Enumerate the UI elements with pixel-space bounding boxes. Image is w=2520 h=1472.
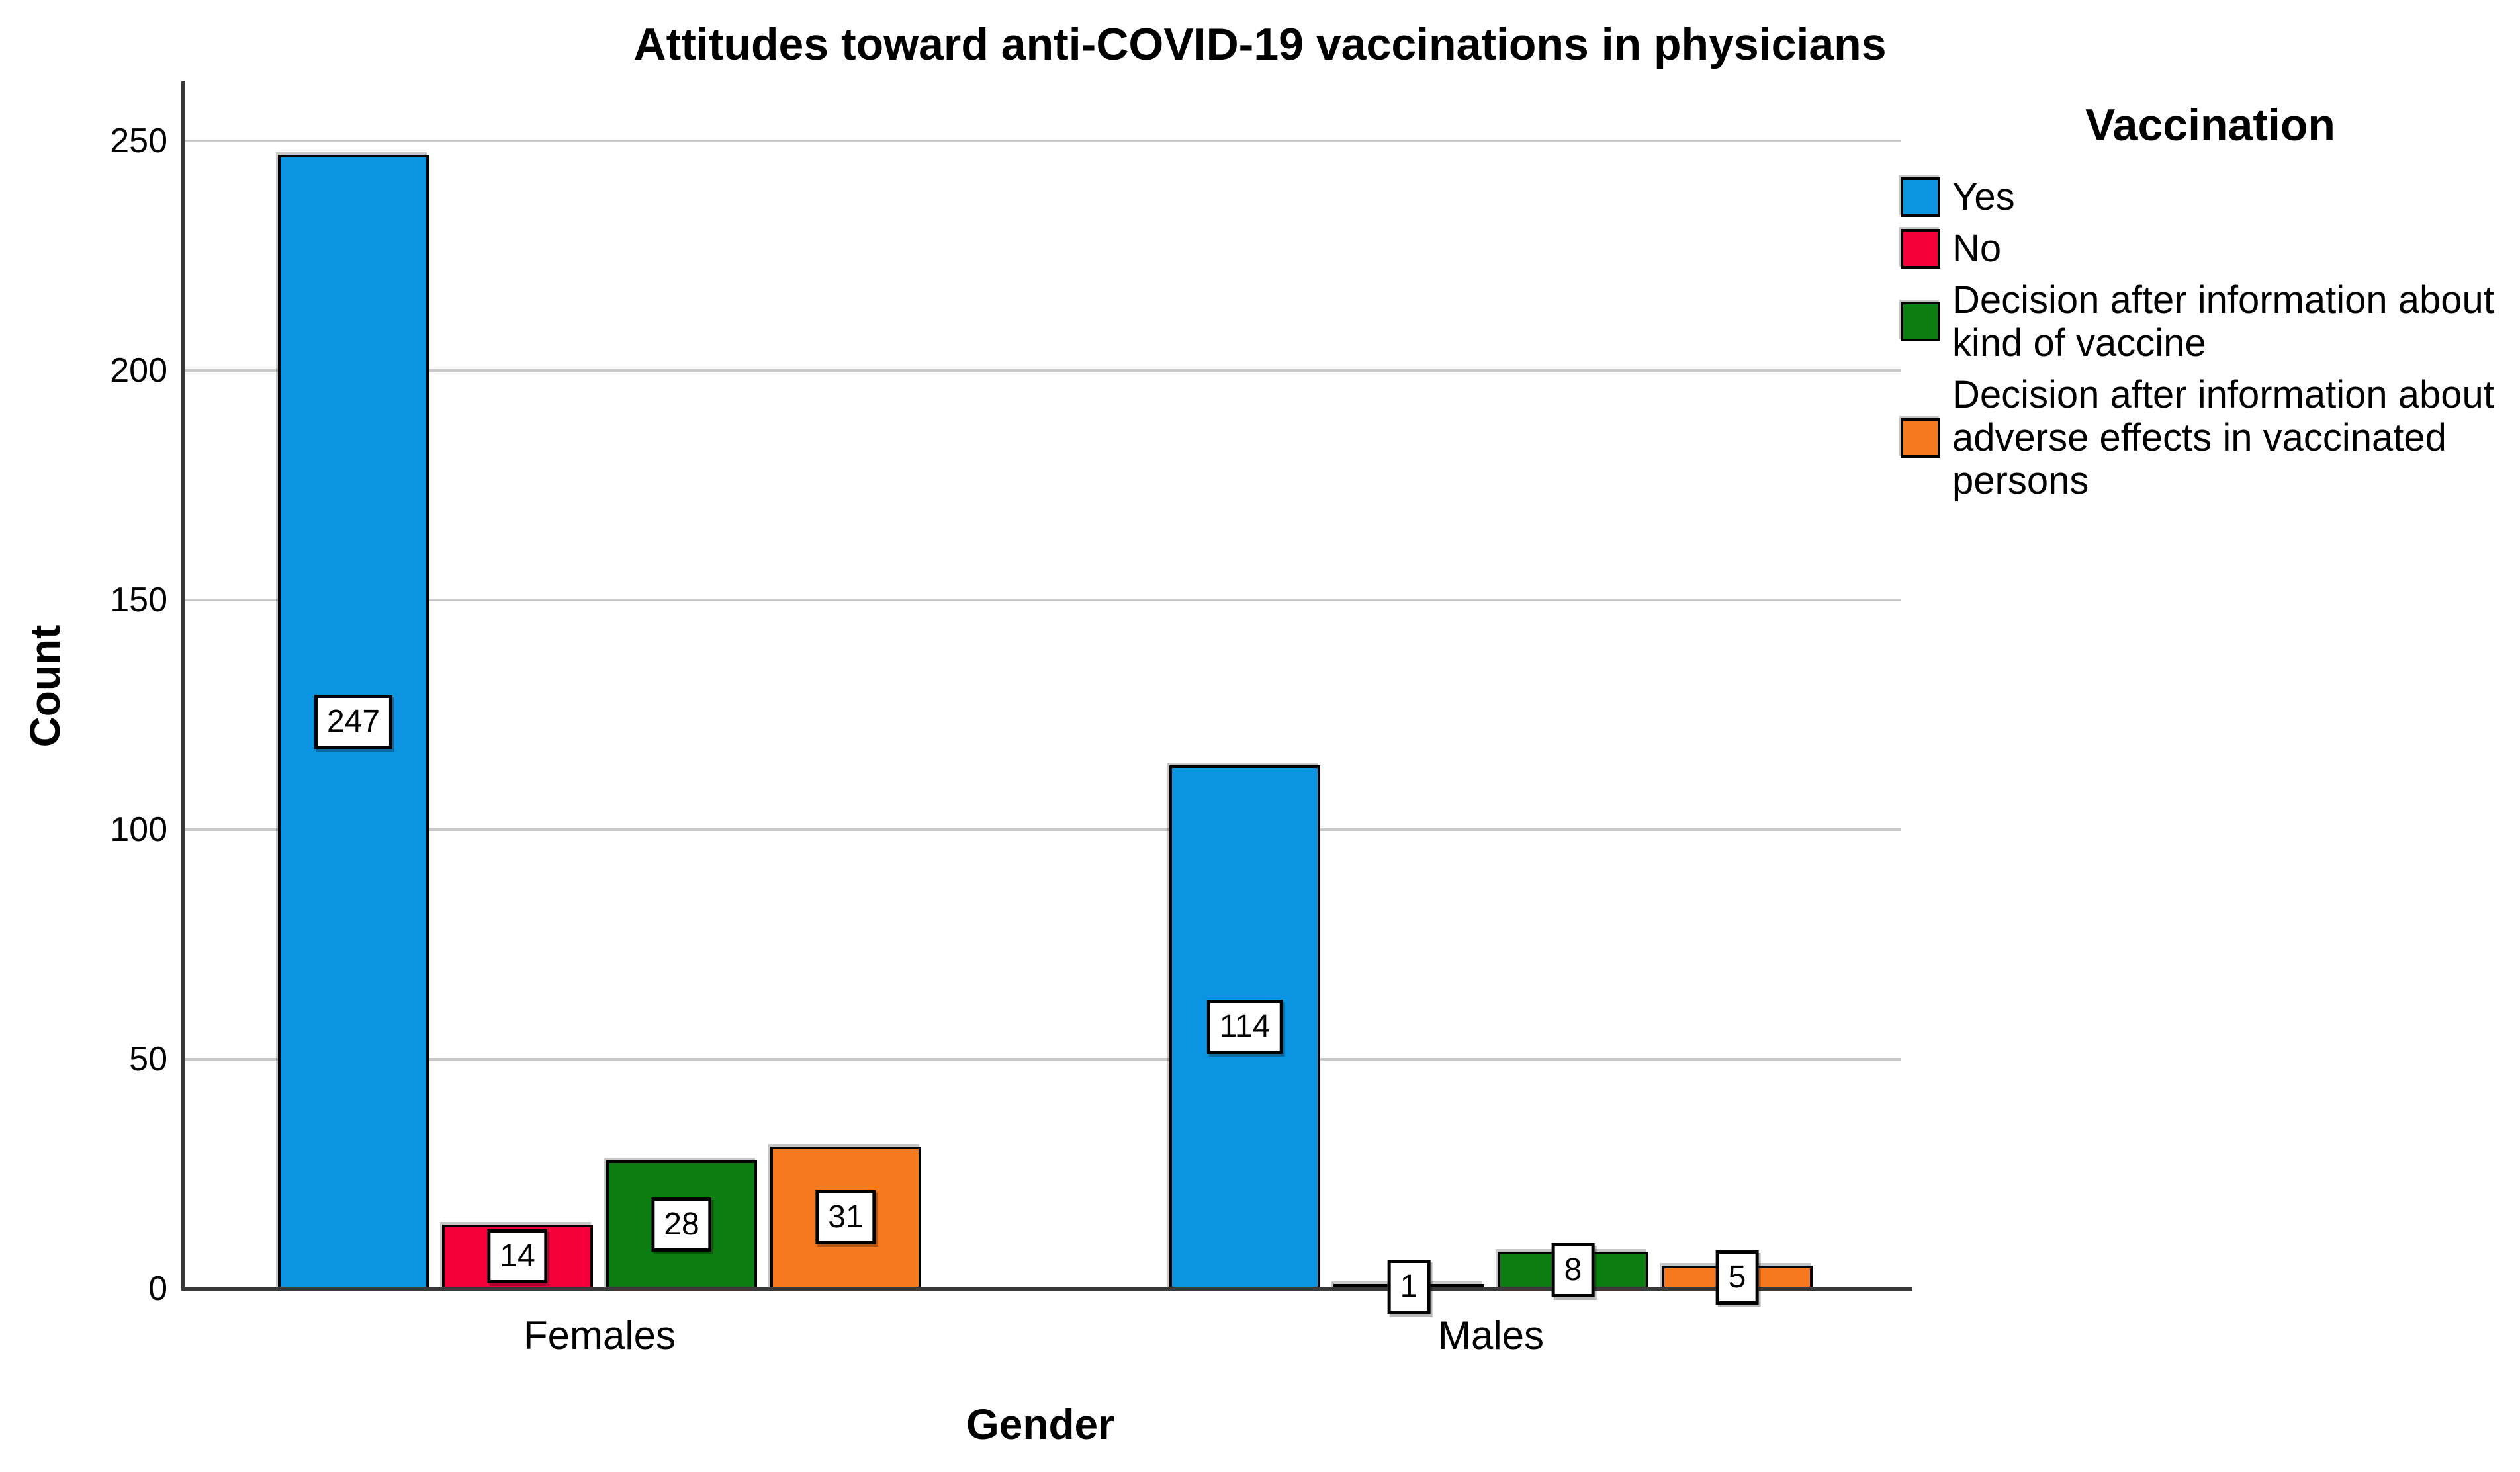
- legend-swatch-icon: [1901, 177, 1940, 217]
- legend-swatch-icon: [1901, 228, 1940, 269]
- legend-item: No: [1901, 227, 2520, 270]
- legend-item: Decision after information about kind of…: [1901, 279, 2520, 365]
- x-axis-line: [181, 1287, 1912, 1291]
- chart-title: Attitudes toward anti-COVID-19 vaccinati…: [633, 19, 1887, 69]
- bar-value-label: 247: [314, 695, 393, 749]
- legend-swatch-icon: [1901, 417, 1940, 458]
- x-category-label-males: Males: [1437, 1313, 1545, 1358]
- bar-value-label: 8: [1551, 1243, 1595, 1297]
- y-axis-line: [181, 81, 185, 1291]
- gridline: [185, 369, 1901, 372]
- y-axis-title: Count: [21, 625, 69, 748]
- x-category-label-females: Females: [523, 1313, 676, 1358]
- y-tick-label: 50: [129, 1040, 167, 1078]
- legend-item-label: Decision after information about adverse…: [1952, 373, 2494, 502]
- y-tick-label: 150: [110, 581, 167, 619]
- gridline: [185, 599, 1901, 601]
- gridline: [185, 1058, 1901, 1061]
- bar-value-label: 1: [1387, 1260, 1431, 1314]
- legend-item-label: Decision after information about kind of…: [1952, 279, 2494, 365]
- bar-value-label: 14: [487, 1229, 548, 1283]
- bar-value-label: 31: [815, 1190, 876, 1244]
- legend-item: Yes: [1901, 175, 2520, 218]
- legend-title: Vaccination: [2085, 100, 2335, 150]
- y-tick-label: 200: [110, 351, 167, 390]
- bar-value-label: 5: [1715, 1250, 1759, 1305]
- gridline: [185, 828, 1901, 831]
- y-tick-label: 250: [110, 122, 167, 160]
- legend-item-label: Yes: [1952, 175, 2015, 218]
- bar-value-label: 114: [1206, 1000, 1283, 1054]
- x-axis-title: Gender: [966, 1401, 1115, 1448]
- y-tick-label: 100: [110, 810, 167, 849]
- legend-item: Decision after information about adverse…: [1901, 373, 2520, 502]
- gridline: [185, 140, 1901, 142]
- y-tick-label: 0: [148, 1270, 167, 1308]
- bar-value-label: 28: [651, 1197, 712, 1252]
- legend-swatch-icon: [1901, 302, 1940, 341]
- legend-item-label: No: [1952, 227, 2002, 270]
- legend: Yes No Decision after information about ki…: [1901, 175, 2520, 511]
